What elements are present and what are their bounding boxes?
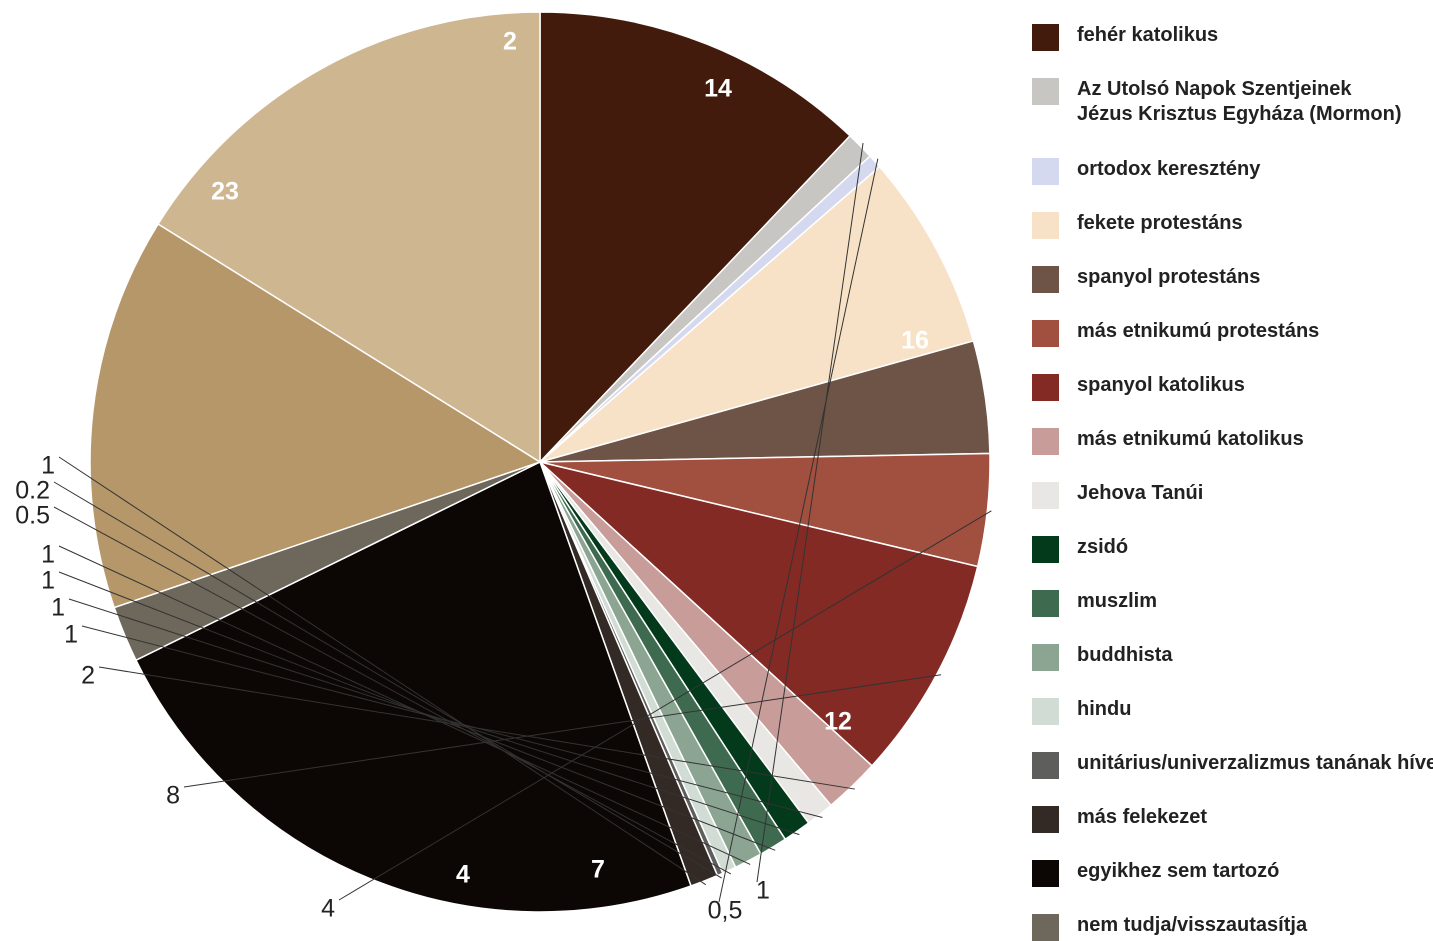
legend-label: más etnikumú katolikus [1077,428,1304,450]
legend-label: fekete protestáns [1077,212,1243,234]
data-label-slice-17: 14 [704,75,732,103]
legend-item-mas-etnikumu-katolikus: más etnikumú katolikus [1032,428,1304,455]
legend-label: spanyol protestáns [1077,266,1260,288]
data-label-zsido: 1 [51,594,65,622]
legend-label: hindu [1077,698,1131,720]
legend-item-ortodox-kereszteny: ortodox keresztény [1032,158,1261,185]
legend-swatch [1032,374,1059,401]
legend-item-jehova-tanui: Jehova Tanúi [1032,482,1203,509]
legend-label: zsidó [1077,536,1128,558]
data-label-mas-felekezet: 1 [41,452,55,480]
data-label-fekete-protestans: 7 [591,856,605,884]
leader-line-az-utolso-napok-szentjeinek-jezus-kriszt [756,142,864,883]
data-label-slice-18: 16 [901,327,929,355]
legend-swatch [1032,698,1059,725]
legend-swatch [1032,752,1059,779]
data-label-hindu: 0.5 [15,502,50,530]
legend-label: muszlim [1077,590,1157,612]
legend-item-buddhista: buddhista [1032,644,1173,671]
legend-label: Jehova Tanúi [1077,482,1203,504]
legend-item-hindu: hindu [1032,698,1131,725]
leader-line-jehova-tanui [81,625,823,818]
data-label-muszlim: 1 [41,567,55,595]
data-label-buddhista: 1 [41,541,55,569]
legend-item-unitarius-univerzalizmus-tananak-hive: unitárius/univerzalizmus tanának híve [1032,752,1433,779]
legend-swatch [1032,860,1059,887]
legend-item-fekete-protestans: fekete protestáns [1032,212,1243,239]
leader-line-hindu [53,506,732,875]
legend-item-nem-tudja-visszautasitja: nem tudja/visszautasítja [1032,914,1308,941]
legend-item-mas-felekezet: más felekezet [1032,806,1207,833]
leader-line-ortodox-kereszteny [718,158,879,903]
data-label-az-utolso-napok-szentjeinek-jezus-kriszt: 1 [756,877,770,905]
pie-slice-slice-18 [157,11,541,464]
legend-item-spanyol-katolikus: spanyol katolikus [1032,374,1245,401]
pie-slice-feher-katolikus [539,11,852,464]
pie-slice-spanyol-katolikus [537,460,979,767]
data-label-ortodox-kereszteny: 0,5 [708,897,743,925]
data-label-spanyol-protestans: 4 [456,861,470,889]
legend-swatch [1032,806,1059,833]
legend-label: buddhista [1077,644,1173,666]
leader-line-buddhista [58,545,751,865]
legend-item-egyikhez-sem-tartozo: egyikhez sem tartozó [1032,860,1279,887]
legend-swatch [1032,24,1059,51]
data-label-nem-tudja-visszautasitja: 2 [503,28,517,56]
pie-slices [89,11,991,913]
data-label-mas-etnikumu-protestans: 4 [321,895,335,923]
legend-label: unitárius/univerzalizmus tanának híve [1077,752,1433,774]
legend-swatch [1032,644,1059,671]
legend-swatch [1032,266,1059,293]
legend: fehér katolikus Az Utolsó Napok Szentjein… [1032,24,1433,941]
data-label-feher-katolikus: 12 [824,708,852,736]
data-label-spanyol-katolikus: 8 [166,782,180,810]
legend-item-feher-katolikus: fehér katolikus [1032,24,1218,51]
legend-item-muszlim: muszlim [1032,590,1157,617]
leader-line-mas-felekezet [58,456,707,886]
legend-label: nem tudja/visszautasítja [1077,914,1308,936]
legend-swatch [1032,536,1059,563]
legend-label: Jézus Krisztus Egyháza (Mormon) [1077,103,1402,125]
legend-label: más etnikumú protestáns [1077,320,1319,342]
legend-label: egyikhez sem tartozó [1077,860,1279,882]
data-label-jehova-tanui: 1 [64,621,78,649]
leader-line-mas-etnikumu-protestans [338,510,992,901]
legend-swatch [1032,482,1059,509]
pie-slice-egyikhez-sem-tartozo [134,460,692,913]
data-label-egyikhez-sem-tartozo: 23 [211,178,239,206]
legend-label: ortodox keresztény [1077,158,1261,180]
data-label-unitarius-univerzalizmus-tananak-hive: 0.2 [15,477,50,505]
legend-label: Az Utolsó Napok Szentjeinek [1077,78,1352,100]
legend-item-mas-etnikumu-protestans: más etnikumú protestáns [1032,320,1319,347]
pie-slice-fekete-protestans [539,165,975,463]
legend-swatch [1032,78,1059,105]
legend-swatch [1032,590,1059,617]
legend-swatch [1032,212,1059,239]
legend-label: más felekezet [1077,806,1207,828]
legend-item-zsido: zsidó [1032,536,1128,563]
legend-item-az-utolso-napok-szentjeinek-jezus-kriszt: Az Utolsó Napok Szentjeinek Jézus Krisztu… [1032,78,1402,125]
leader-line-zsido [68,598,800,836]
data-label-mas-etnikumu-katolikus: 2 [81,662,95,690]
legend-swatch [1032,914,1059,941]
legend-swatch [1032,320,1059,347]
legend-item-spanyol-protestans: spanyol protestáns [1032,266,1260,293]
leader-line-unitarius-univerzalizmus-tananak-hive [53,481,722,879]
legend-label: fehér katolikus [1077,24,1218,46]
leader-lines [53,142,992,903]
legend-swatch [1032,158,1059,185]
leader-line-spanyol-katolikus [183,674,942,788]
legend-label: spanyol katolikus [1077,374,1245,396]
legend-swatch [1032,428,1059,455]
